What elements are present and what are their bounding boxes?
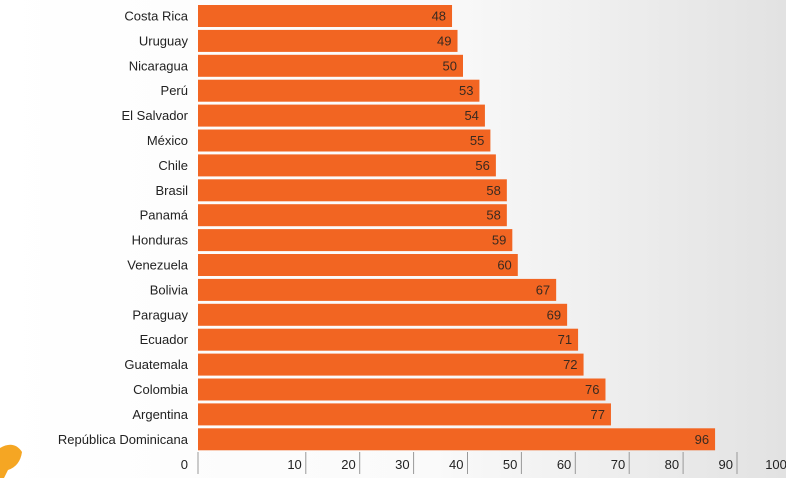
x-tick-label: 70	[611, 457, 625, 472]
bar	[198, 378, 606, 401]
data-label: 71	[558, 332, 572, 347]
category-label: El Salvador	[122, 108, 189, 123]
x-tick-label: 30	[395, 457, 409, 472]
data-label: 67	[536, 282, 550, 297]
category-label: Chile	[158, 158, 188, 173]
x-tick-label: 50	[503, 457, 517, 472]
bar	[198, 29, 458, 52]
data-label: 50	[443, 58, 457, 73]
category-label: Argentina	[132, 407, 188, 422]
data-label: 72	[563, 357, 577, 372]
data-label: 54	[464, 108, 478, 123]
category-label: Brasil	[155, 183, 188, 198]
category-label: República Dominicana	[58, 432, 189, 447]
bar	[198, 278, 557, 301]
data-label: 56	[475, 158, 489, 173]
category-label: Costa Rica	[124, 9, 188, 24]
category-label: Nicaragua	[129, 58, 189, 73]
data-label: 48	[432, 9, 446, 24]
x-tick-label: 80	[665, 457, 679, 472]
data-label: 59	[492, 233, 506, 248]
bar	[198, 54, 463, 77]
decorative-logo-shape	[0, 444, 22, 478]
data-label: 96	[695, 432, 709, 447]
data-label: 55	[470, 133, 484, 148]
x-tick-label: 20	[341, 457, 355, 472]
category-label: Colombia	[133, 382, 189, 397]
category-label: Honduras	[132, 233, 189, 248]
x-tick-label: 100	[765, 457, 786, 472]
category-label: Paraguay	[132, 307, 188, 322]
category-label: Perú	[161, 83, 188, 98]
data-label: 77	[590, 407, 604, 422]
x-tick-label: 90	[719, 457, 733, 472]
bar	[198, 353, 584, 376]
bar	[198, 104, 485, 127]
bar	[198, 5, 453, 27]
data-label: 58	[486, 183, 500, 198]
bar	[198, 229, 513, 252]
category-label: Uruguay	[139, 33, 189, 48]
bar	[198, 179, 507, 202]
data-label: 58	[486, 208, 500, 223]
data-label: 60	[497, 258, 511, 273]
bar	[198, 328, 579, 351]
bar	[198, 254, 518, 276]
category-label: Panamá	[140, 208, 189, 223]
x-tick-label: 60	[557, 457, 571, 472]
x-tick-label: 40	[449, 457, 463, 472]
category-label: Venezuela	[127, 258, 188, 273]
x-tick-label: 10	[287, 457, 301, 472]
bar	[198, 79, 480, 102]
data-label: 53	[459, 83, 473, 98]
bar	[198, 428, 716, 451]
category-label: Guatemala	[124, 357, 188, 372]
category-label: Ecuador	[140, 332, 189, 347]
category-label: México	[147, 133, 188, 148]
category-label: Bolivia	[150, 282, 189, 297]
bar	[198, 303, 568, 326]
data-label: 76	[585, 382, 599, 397]
bar	[198, 154, 496, 177]
bar	[198, 403, 611, 426]
bar	[198, 204, 507, 227]
data-label: 69	[547, 307, 561, 322]
bar	[198, 129, 491, 152]
x-tick-label: 0	[181, 457, 188, 472]
data-label: 49	[437, 33, 451, 48]
